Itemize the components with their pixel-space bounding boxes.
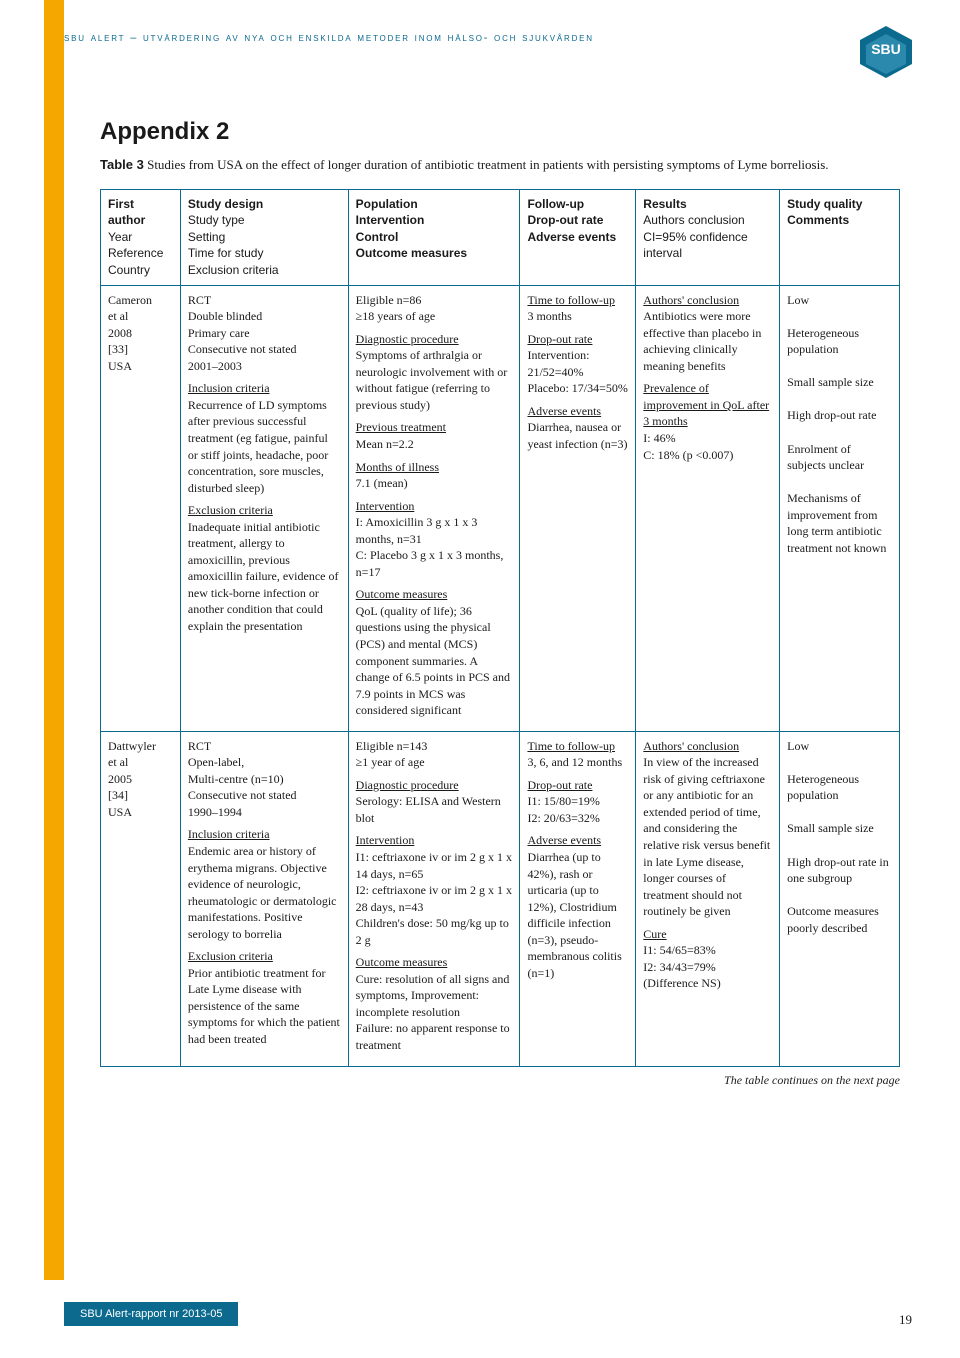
cell-quality: LowHeterogeneous populationSmall sample …	[780, 731, 900, 1066]
content: Appendix 2 Table 3 Studies from USA on t…	[100, 118, 900, 1088]
col3-sub0: Intervention	[356, 212, 513, 229]
col3-sub2: Outcome measures	[356, 245, 513, 262]
col2-head-bold: Study design	[188, 197, 263, 211]
col2-sub1: Setting	[188, 229, 341, 246]
appendix-title: Appendix 2	[100, 118, 900, 146]
continue-note: The table continues on the next page	[100, 1073, 900, 1088]
col4-sub0: Drop-out rate	[527, 212, 628, 229]
col3-head-bold: Population	[356, 197, 418, 211]
cell-author: Dattwyleret al2005[34]USA	[101, 731, 181, 1066]
cell-followup: Time to follow-up3, 6, and 12 monthsDrop…	[520, 731, 636, 1066]
col3-sub1: Control	[356, 229, 513, 246]
col2-sub3: Exclusion criteria	[188, 262, 341, 279]
sbu-logo: SBU	[858, 24, 914, 80]
caption-body: Studies from USA on the effect of longer…	[144, 157, 829, 172]
col2-sub0: Study type	[188, 212, 341, 229]
footer: SBU Alert-rapport nr 2013-05 19	[64, 1302, 912, 1332]
col6-sub0: Comments	[787, 212, 892, 229]
table-row: Cameronet al2008[33]USARCTDouble blinded…	[101, 285, 900, 731]
cell-design: RCTDouble blindedPrimary careConsecutive…	[180, 285, 348, 731]
col2-sub2: Time for study	[188, 245, 341, 262]
caption-prefix: Table 3	[100, 157, 144, 172]
table-body: Cameronet al2008[33]USARCTDouble blinded…	[101, 285, 900, 1066]
cell-design: RCTOpen-label,Multi-centre (n=10)Consecu…	[180, 731, 348, 1066]
left-stripe	[44, 0, 64, 1280]
col1-sub2: Country	[108, 262, 173, 279]
cell-author: Cameronet al2008[33]USA	[101, 285, 181, 731]
col5-head-bold: Results	[643, 197, 686, 211]
cell-results: Authors' conclusionAntibiotics were more…	[636, 285, 780, 731]
col4-sub1: Adverse events	[527, 229, 628, 246]
cell-population: Eligible n=86≥18 years of ageDiagnostic …	[348, 285, 520, 731]
cell-population: Eligible n=143≥1 year of ageDiagnostic p…	[348, 731, 520, 1066]
col4-head-bold: Follow-up	[527, 197, 584, 211]
col6-head: Study quality Comments	[780, 189, 900, 285]
page-number: 19	[899, 1312, 912, 1328]
col3-head: Population Intervention Control Outcome …	[348, 189, 520, 285]
col6-head-bold: Study quality	[787, 197, 862, 211]
col1-sub0: Year	[108, 229, 173, 246]
table-caption: Table 3 Studies from USA on the effect o…	[100, 156, 900, 175]
logo-text: SBU	[871, 41, 901, 57]
cell-followup: Time to follow-up3 monthsDrop-out rateIn…	[520, 285, 636, 731]
cell-results: Authors' conclusionIn view of the increa…	[636, 731, 780, 1066]
col5-sub1: CI=95% confidence interval	[643, 229, 772, 262]
col5-head: Results Authors conclusion CI=95% confid…	[636, 189, 780, 285]
table-row: Dattwyleret al2005[34]USARCTOpen-label,M…	[101, 731, 900, 1066]
evidence-table: First author Year Reference Country Stud…	[100, 189, 900, 1067]
page: sbu alert – utvärdering av nya och enski…	[0, 0, 960, 1358]
col4-head: Follow-up Drop-out rate Adverse events	[520, 189, 636, 285]
col1-sub1: Reference	[108, 245, 173, 262]
col2-head: Study design Study type Setting Time for…	[180, 189, 348, 285]
col1-head: First author Year Reference Country	[101, 189, 181, 285]
footer-pill: SBU Alert-rapport nr 2013-05	[64, 1302, 238, 1326]
header-text: sbu alert – utvärdering av nya och enski…	[64, 32, 900, 52]
cell-quality: LowHeterogeneous populationSmall sample …	[780, 285, 900, 731]
col1-head-bold: First author	[108, 197, 145, 228]
table-header-row: First author Year Reference Country Stud…	[101, 189, 900, 285]
col5-sub0: Authors conclusion	[643, 212, 772, 229]
